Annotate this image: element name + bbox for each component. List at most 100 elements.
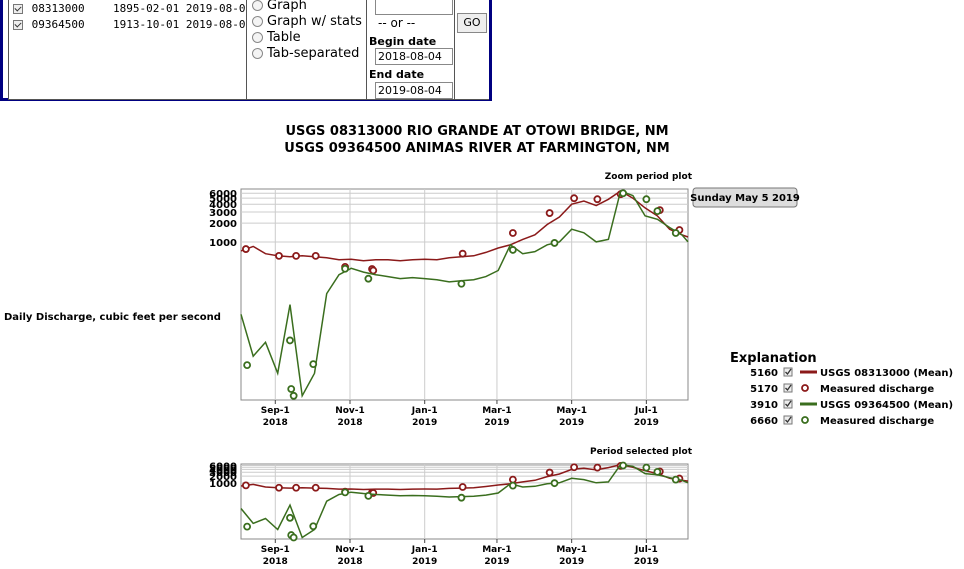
measurement-point <box>458 249 467 258</box>
y-tick-label: 5000 <box>209 463 237 474</box>
x-tick-year: 2019 <box>484 557 509 567</box>
measurement-point <box>311 483 320 492</box>
legend-checkbox <box>783 367 793 377</box>
x-tick-label: Jan-1 <box>411 406 438 416</box>
measurement-point <box>311 251 320 260</box>
measurement-point <box>458 483 467 491</box>
legend-symbol <box>801 416 809 424</box>
measurement-point <box>653 467 662 476</box>
measurement-point <box>570 194 579 203</box>
x-tick-label: Mar-1 <box>482 406 511 416</box>
measurement-point <box>275 251 283 260</box>
measurement-point <box>545 468 554 477</box>
x-tick-label: Jan-1 <box>411 545 438 555</box>
station-row[interactable]: 09364500 1913-10-01 2019-08-04 <box>13 18 252 31</box>
y-tick-label: 4000 <box>209 200 237 211</box>
legend-checkbox <box>783 415 793 425</box>
measurement-point <box>275 483 283 492</box>
x-tick-year: 2018 <box>337 418 362 428</box>
x-tick-label: Sep-1 <box>261 406 290 416</box>
station-dates: 1895-02-01 2019-08-04 <box>113 2 313 15</box>
x-tick-label: May-1 <box>556 406 587 416</box>
measurement-point <box>289 391 298 400</box>
checkbox[interactable] <box>13 20 23 30</box>
x-tick-label: Sep-1 <box>261 545 290 555</box>
x-tick-year: 2018 <box>263 418 288 428</box>
days-input[interactable] <box>375 0 453 15</box>
legend-value: 5170 <box>750 384 778 395</box>
end-input[interactable]: 2019-08-04 <box>375 82 453 99</box>
x-tick-year: 2019 <box>484 418 509 428</box>
y-tick-label: 4000 <box>209 465 237 476</box>
measurement-point <box>241 481 250 490</box>
measurement-point <box>508 246 517 254</box>
go-button[interactable]: GO <box>457 13 487 33</box>
checkbox[interactable] <box>13 4 23 14</box>
x-tick-year: 2019 <box>559 418 584 428</box>
x-tick-year: 2019 <box>634 418 659 428</box>
measurement-point <box>341 264 349 273</box>
begin-label: Begin date <box>369 35 437 48</box>
plot-area <box>240 188 689 401</box>
output-option[interactable]: Tab-separated <box>252 46 359 61</box>
station-id: 08313000 <box>31 2 85 15</box>
measurement-point <box>289 533 298 542</box>
output-option[interactable]: Graph w/ stats <box>252 14 362 29</box>
end: 2019-08-04 <box>185 2 253 15</box>
x-tick-year: 2019 <box>412 418 437 428</box>
date-options <box>366 0 455 100</box>
y-tick-label: 2000 <box>209 219 237 230</box>
measurement-point <box>292 251 301 260</box>
measurement-point <box>286 336 294 345</box>
legend-title: Explanation <box>730 351 817 366</box>
x-tick-year: 2018 <box>263 557 288 567</box>
measurement-point <box>671 475 680 484</box>
measurement-point <box>550 479 559 488</box>
legend-label: USGS 09364500 (Mean) <box>820 400 953 411</box>
measurement-point <box>619 189 627 198</box>
measurement-point <box>286 513 294 522</box>
y-tick-label: 2000 <box>209 472 237 483</box>
measurement-point <box>457 493 466 502</box>
measurement-point <box>243 522 252 531</box>
begin: 1895-02-01 <box>113 2 180 15</box>
legend-symbol <box>801 384 809 392</box>
y-tick-label: 1000 <box>209 479 237 490</box>
legend-value: 5160 <box>750 368 778 379</box>
panel-title: Period selected plot <box>590 447 693 457</box>
measurement-point <box>364 274 373 283</box>
measurement-point <box>642 463 651 472</box>
plot-area <box>240 463 689 540</box>
x-tick-year: 2019 <box>634 557 659 567</box>
legend-check <box>785 416 792 424</box>
measurement-point <box>653 207 662 216</box>
end: 2019-08-04 <box>185 18 253 31</box>
option-label: Tab-separated <box>267 46 360 61</box>
measurement-point <box>619 461 627 470</box>
station-row[interactable]: 08313000 1895-02-01 2019-08-04 <box>13 2 252 15</box>
measurement-point <box>364 491 373 500</box>
output-option[interactable]: Table <box>252 30 301 45</box>
measurement-point <box>309 522 318 531</box>
measurement-point <box>671 229 680 237</box>
measurement-point <box>243 361 252 370</box>
x-tick-year: 2019 <box>559 557 584 567</box>
legend-checkbox <box>783 383 793 393</box>
y-tick-label: 3000 <box>209 208 237 219</box>
station-dates: 1913-10-01 2019-08-04 <box>113 18 313 31</box>
legend-checkbox <box>783 399 793 409</box>
x-tick-label: May-1 <box>556 545 587 555</box>
x-tick-label: Nov-1 <box>335 406 365 416</box>
x-tick-label: Jul-1 <box>634 406 658 416</box>
legend-label: Measured discharge <box>820 416 934 427</box>
option-label: Graph w/ stats <box>267 14 362 29</box>
measurement-point <box>508 229 517 237</box>
begin-input[interactable]: 2018-08-04 <box>375 48 453 65</box>
station-id: 09364500 <box>31 18 85 31</box>
measurement-point <box>341 488 349 497</box>
output-option[interactable]: Graph <box>252 0 307 13</box>
title-line: USGS 09364500 ANIMAS RIVER AT FARMINGTON… <box>284 141 669 156</box>
y-tick-label: 5000 <box>209 194 237 205</box>
